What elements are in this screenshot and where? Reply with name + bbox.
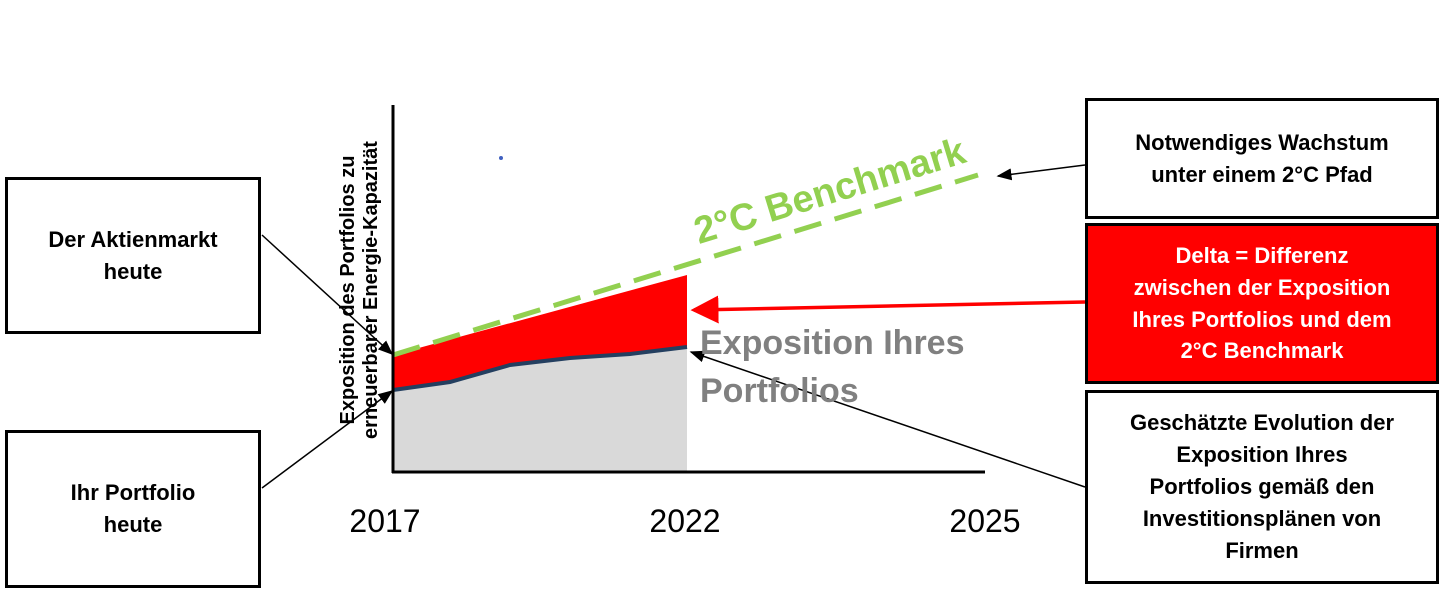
box-line: 2°C Benchmark (1180, 338, 1344, 364)
arrow (689, 350, 1086, 488)
box-line: Ihres Portfolios und dem (1132, 306, 1392, 332)
label-line: Exposition des Portfolios zu (337, 155, 359, 425)
x-tick-label: 2017 (349, 503, 421, 539)
arrow (261, 234, 394, 356)
box-line: Notwendiges Wachstum (1135, 129, 1389, 155)
box-line: Ihr Portfolio (70, 480, 196, 506)
required-growth-box: Notwendiges Wachstum unter einem 2°C Pfad (1085, 98, 1439, 219)
portfolio-today-box: Ihr Portfolio heute (5, 430, 261, 588)
box-line: Exposition Ihres (1176, 442, 1348, 468)
label-line: Exposition Ihres (700, 324, 965, 362)
portfolio-line (392, 345, 688, 392)
box-line: Portfolios gemäß den (1149, 474, 1375, 500)
box-line: Firmen (1225, 537, 1299, 563)
dot (499, 156, 503, 160)
box-line: Delta = Differenz (1175, 242, 1349, 268)
arrow (690, 295, 1086, 324)
portfolio-label: Exposition Ihres Portfolios (700, 320, 965, 415)
box-line: zwischen der Exposition (1133, 274, 1391, 300)
box-line: Der Aktienmarkt (48, 226, 218, 252)
market-today-box: Der Aktienmarkt heute (5, 177, 261, 334)
delta-area (393, 275, 687, 390)
box-line: heute (103, 258, 163, 284)
y-axis-label: Exposition des Portfolios zu erneuerbare… (337, 141, 383, 439)
x-tick-label: 2025 (949, 503, 1021, 539)
label-line: erneuerbarer Energie-Kapazität (360, 141, 382, 439)
box-line: Investitionsplänen von (1142, 505, 1382, 531)
benchmark-line (392, 172, 979, 358)
arrow (261, 390, 394, 489)
estimated-evolution-box: Geschätzte Evolution der Exposition Ihres… (1085, 390, 1439, 584)
box-line: unter einem 2°C Pfad (1151, 161, 1373, 187)
box-line: Geschätzte Evolution der (1129, 410, 1395, 436)
delta-box: Delta = Differenz zwischen der Exposition… (1085, 223, 1439, 384)
x-tick-label: 2022 (649, 503, 721, 539)
arrow (996, 164, 1086, 181)
box-line: heute (103, 512, 163, 537)
label-line: Portfolios (700, 371, 859, 410)
